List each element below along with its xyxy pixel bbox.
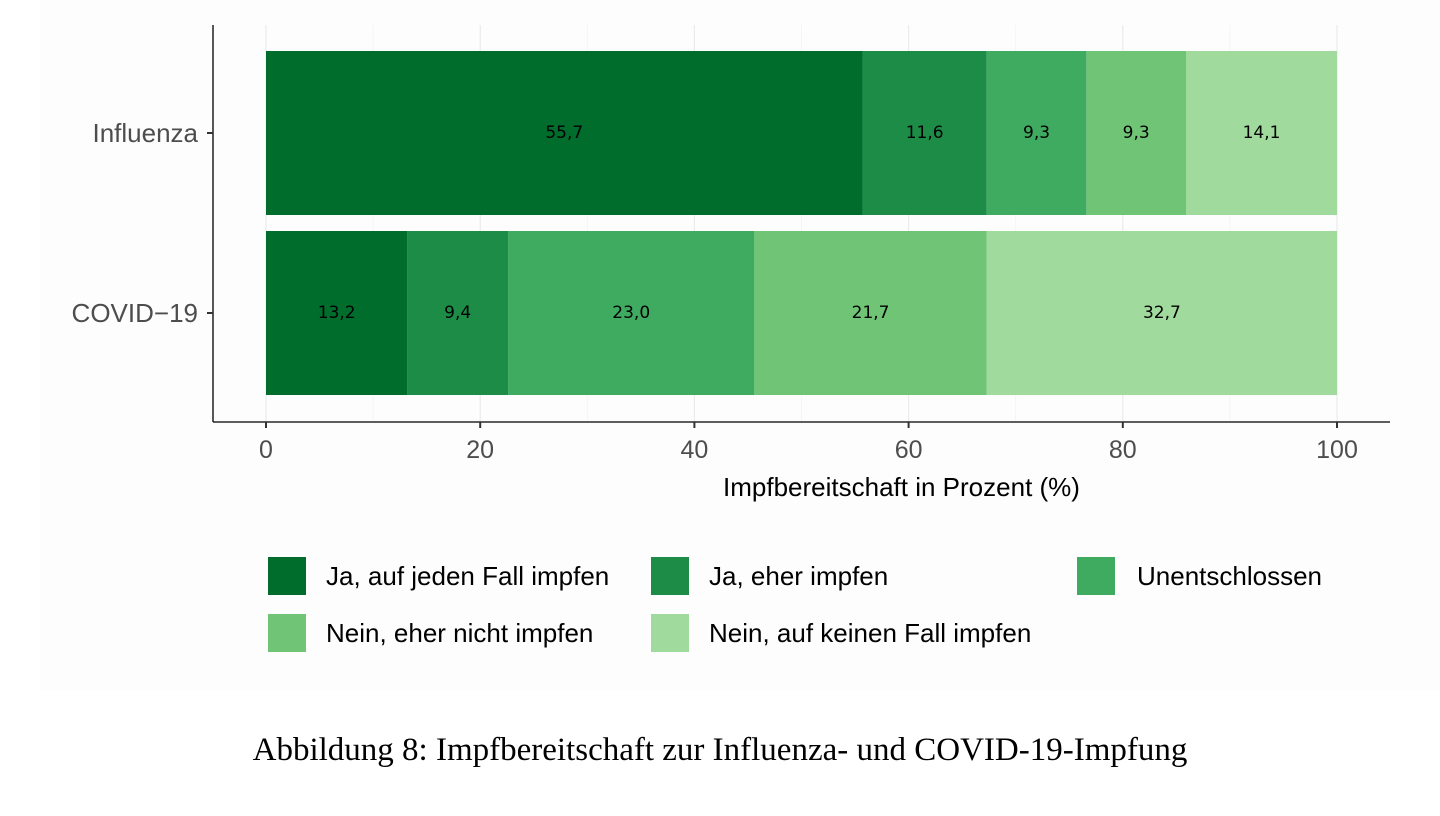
x-tick-label-80: 80 [1109,436,1137,464]
legend-swatch-1 [651,557,689,595]
value-label-1-0: 13,2 [318,303,356,323]
legend-swatch-0 [268,557,306,595]
category-label-1: COVID−19 [72,298,198,328]
value-label-0-1: 11,6 [906,123,944,143]
bar-segment-1-4 [986,231,1337,395]
x-tick-label-40: 40 [680,436,708,464]
legend-label-0: Ja, auf jeden Fall impfen [326,561,609,591]
value-label-1-1: 9,4 [444,303,471,323]
legend-label-2: Unentschlossen [1137,561,1322,591]
value-label-0-0: 55,7 [545,123,583,143]
x-tick-label-0: 0 [259,436,273,464]
figure-caption: Abbildung 8: Impfbereitschaft zur Influe… [252,732,1188,768]
x-axis-title: Impfbereitschaft in Prozent (%) [723,472,1080,502]
bar-segment-1-2 [508,231,755,395]
bar-segment-0-0 [266,51,863,215]
legend-swatch-3 [268,614,306,652]
legend-label-4: Nein, auf keinen Fall impfen [709,618,1031,648]
value-label-0-3: 9,3 [1123,123,1150,143]
legend-label-1: Ja, eher impfen [709,561,888,591]
bar-segment-0-1 [862,51,987,215]
bar-segment-0-2 [986,51,1087,215]
legend-swatch-4 [651,614,689,652]
bar-segment-1-0 [266,231,408,395]
bar-segment-0-4 [1185,51,1337,215]
legend-label-3: Nein, eher nicht impfen [326,618,593,648]
x-tick-label-100: 100 [1316,436,1358,464]
stacked-bar-chart: 55,7 11,6 9,3 9,3 14,1 13,2 9,4 23,0 21,7 32,7 Inf… [72,25,1390,652]
x-tick-label-60: 60 [895,436,923,464]
value-label-0-4: 14,1 [1243,123,1281,143]
category-label-0: Influenza [92,118,198,148]
value-label-1-3: 21,7 [852,303,890,323]
bar-segment-1-3 [754,231,987,395]
value-label-1-4: 32,7 [1143,303,1181,323]
bar-segment-1-1 [407,231,509,395]
x-tick-label-20: 20 [466,436,494,464]
legend-swatch-2 [1077,557,1115,595]
value-label-0-2: 9,3 [1023,123,1050,143]
value-label-1-2: 23,0 [612,303,650,323]
bar-segment-0-3 [1086,51,1186,215]
figure-panel: 55,7 11,6 9,3 9,3 14,1 13,2 9,4 23,0 21,7 32,7 Inf… [40,0,1440,690]
